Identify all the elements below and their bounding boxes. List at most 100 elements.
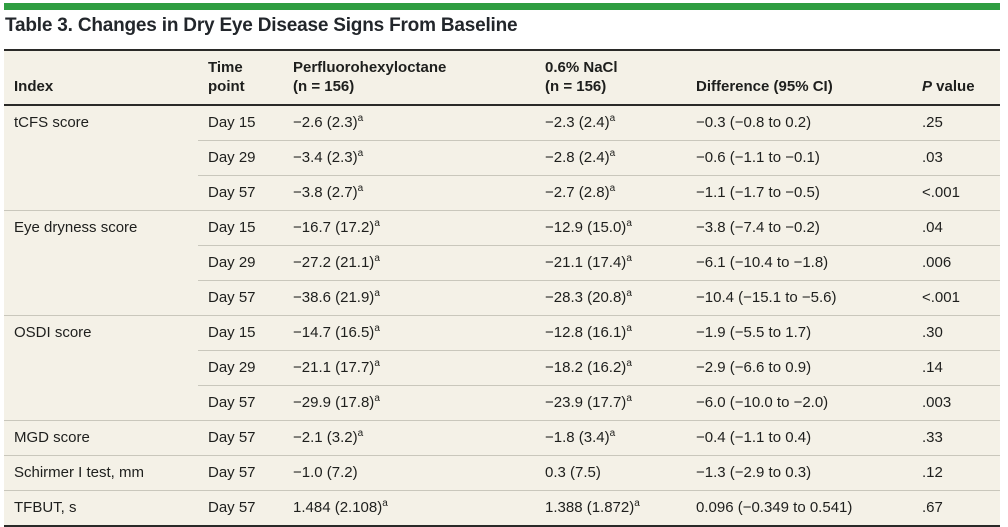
- timepoint-cell: Day 57: [198, 419, 283, 455]
- difference-cell: −2.9 (−6.6 to 0.9): [686, 349, 912, 385]
- footnote-marker: a: [626, 252, 632, 264]
- table-row: tCFS score Day 15 −2.6 (2.3)a −2.3 (2.4)…: [4, 104, 1000, 140]
- p-italic: P: [922, 77, 933, 95]
- difference-cell: −1.3 (−2.9 to 0.3): [686, 454, 912, 490]
- difference-cell: 0.096 (−0.349 to 0.541): [686, 489, 912, 526]
- timepoint-cell: Day 57: [198, 454, 283, 490]
- table-row: Day 57 −38.6 (21.9)a −28.3 (20.8)a −10.4…: [4, 279, 1000, 315]
- nacl-cell: −12.9 (15.0)a: [535, 209, 686, 245]
- footnote-marker: a: [609, 427, 616, 439]
- timepoint-cell: Day 15: [198, 314, 283, 350]
- dry-eye-signs-table: Index Time point Perfluorohexyloctane (n…: [4, 49, 1000, 527]
- drug-name: Perfluorohexyloctane: [293, 59, 447, 76]
- nacl-cell: −23.9 (17.7)a: [535, 384, 686, 420]
- pvalue-cell: .12: [912, 454, 1000, 490]
- footnote-marker: a: [626, 392, 632, 404]
- table-title: Table 3. Changes in Dry Eye Disease Sign…: [5, 15, 518, 36]
- pvalue-cell: .04: [912, 209, 1000, 245]
- index-cell: tCFS score: [4, 104, 198, 140]
- footnote-marker: a: [609, 112, 616, 124]
- timepoint-cell: Day 29: [198, 139, 283, 175]
- pvalue-cell: .03: [912, 139, 1000, 175]
- footnote-marker: a: [609, 147, 616, 159]
- timepoint-cell: Day 57: [198, 489, 283, 526]
- table-row: Day 29 −21.1 (17.7)a −18.2 (16.2)a −2.9 …: [4, 349, 1000, 385]
- table-header: Index Time point Perfluorohexyloctane (n…: [4, 50, 1000, 106]
- index-cell: OSDI score: [4, 314, 198, 350]
- footnote-marker: a: [357, 182, 364, 194]
- timepoint-cell: Day 29: [198, 349, 283, 385]
- table-row: Schirmer I test, mm Day 57 −1.0 (7.2) 0.…: [4, 454, 1000, 490]
- index-cell: Schirmer I test, mm: [4, 454, 198, 490]
- pfho-cell: −3.8 (2.7)a: [283, 174, 535, 210]
- table-row: Day 29 −27.2 (21.1)a −21.1 (17.4)a −6.1 …: [4, 244, 1000, 280]
- pfho-cell: −2.1 (3.2)a: [283, 419, 535, 455]
- difference-cell: −0.6 (−1.1 to −0.1): [686, 139, 912, 175]
- index-cell: MGD score: [4, 419, 198, 455]
- difference-cell: −6.1 (−10.4 to −1.8): [686, 244, 912, 280]
- nacl-cell: −21.1 (17.4)a: [535, 244, 686, 280]
- footnote-marker: a: [374, 287, 380, 299]
- accent-bar: [4, 3, 1000, 10]
- difference-cell: −1.9 (−5.5 to 1.7): [686, 314, 912, 350]
- footnote-marker: a: [626, 357, 632, 369]
- pvalue-cell: <.001: [912, 279, 1000, 315]
- col-header-p-value: P value: [912, 50, 1000, 106]
- footnote-marker: a: [357, 112, 364, 124]
- index-cell: Eye dryness score: [4, 209, 198, 245]
- table-row: OSDI score Day 15 −14.7 (16.5)a −12.8 (1…: [4, 314, 1000, 350]
- table-row: Day 57 −3.8 (2.7)a −2.7 (2.8)a −1.1 (−1.…: [4, 174, 1000, 210]
- footnote-marker: a: [626, 287, 632, 299]
- nacl-cell: −2.3 (2.4)a: [535, 104, 686, 140]
- col-header-index: Index: [4, 50, 198, 106]
- index-cell: [4, 140, 198, 175]
- footnote-marker: a: [374, 392, 380, 404]
- pfho-cell: −27.2 (21.1)a: [283, 244, 535, 280]
- pvalue-cell: .003: [912, 384, 1000, 420]
- table-row: Day 29 −3.4 (2.3)a −2.8 (2.4)a −0.6 (−1.…: [4, 139, 1000, 175]
- footnote-marker: a: [374, 322, 380, 334]
- pvalue-cell: .30: [912, 314, 1000, 350]
- pfho-cell: −29.9 (17.8)a: [283, 384, 535, 420]
- timepoint-cell: Day 29: [198, 244, 283, 280]
- index-cell: [4, 175, 198, 210]
- pvalue-cell: .67: [912, 489, 1000, 526]
- pfho-cell: −1.0 (7.2): [283, 454, 535, 490]
- p-rest: value: [932, 77, 975, 95]
- pvalue-cell: .25: [912, 104, 1000, 140]
- table-row: MGD score Day 57 −2.1 (3.2)a −1.8 (3.4)a…: [4, 419, 1000, 455]
- pfho-cell: −2.6 (2.3)a: [283, 104, 535, 140]
- nacl-cell: −2.8 (2.4)a: [535, 139, 686, 175]
- nacl-name: 0.6% NaCl: [545, 59, 618, 76]
- difference-cell: −0.3 (−0.8 to 0.2): [686, 104, 912, 140]
- difference-cell: −1.1 (−1.7 to −0.5): [686, 174, 912, 210]
- footnote-marker: a: [357, 147, 364, 159]
- index-cell: [4, 385, 198, 420]
- footnote-marker: a: [626, 217, 632, 229]
- table-row: Day 57 −29.9 (17.8)a −23.9 (17.7)a −6.0 …: [4, 384, 1000, 420]
- pvalue-cell: <.001: [912, 174, 1000, 210]
- drug-n: (n = 156): [293, 77, 355, 95]
- pvalue-cell: .006: [912, 244, 1000, 280]
- index-cell: TFBUT, s: [4, 489, 198, 526]
- nacl-cell: 1.388 (1.872)a: [535, 489, 686, 526]
- nacl-cell: −28.3 (20.8)a: [535, 279, 686, 315]
- difference-cell: −10.4 (−15.1 to −5.6): [686, 279, 912, 315]
- timepoint-cell: Day 57: [198, 279, 283, 315]
- index-cell: [4, 280, 198, 315]
- timepoint-cell: Day 57: [198, 174, 283, 210]
- col-header-time-point: Time point: [198, 50, 283, 106]
- pvalue-cell: .14: [912, 349, 1000, 385]
- footnote-marker: a: [382, 497, 388, 509]
- nacl-cell: −12.8 (16.1)a: [535, 314, 686, 350]
- difference-cell: −3.8 (−7.4 to −0.2): [686, 209, 912, 245]
- nacl-cell: −2.7 (2.8)a: [535, 174, 686, 210]
- footnote-marker: a: [609, 182, 616, 194]
- pfho-cell: −3.4 (2.3)a: [283, 139, 535, 175]
- footnote-marker: a: [626, 322, 632, 334]
- timepoint-cell: Day 15: [198, 104, 283, 140]
- col-header-perfluorohexyloctane: Perfluorohexyloctane (n = 156): [283, 50, 535, 106]
- difference-cell: −6.0 (−10.0 to −2.0): [686, 384, 912, 420]
- footnote-marker: a: [634, 497, 640, 509]
- nacl-cell: 0.3 (7.5): [535, 454, 686, 490]
